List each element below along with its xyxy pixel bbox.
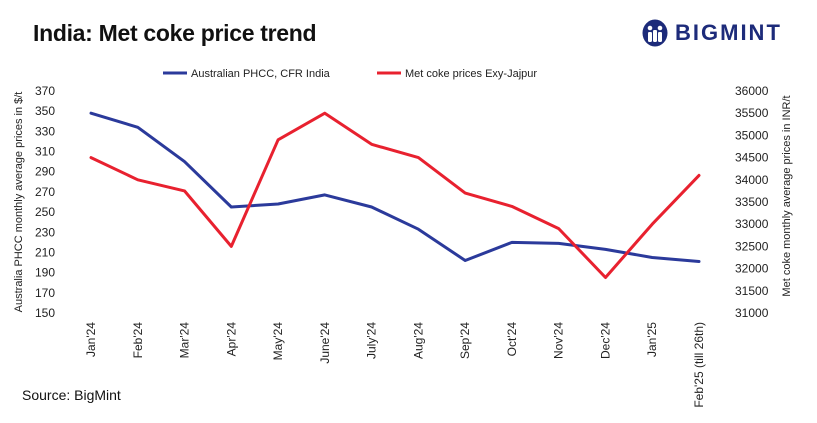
x-tick-label: Jan'25 (645, 322, 659, 357)
y-tick-right: 33000 (735, 217, 769, 231)
x-tick-label: Aug'24 (411, 322, 425, 359)
bigmint-logo: BIGMINT (641, 18, 782, 48)
y-tick-left: 190 (35, 266, 55, 280)
x-tick-label: Apr'24 (224, 322, 238, 357)
y-tick-left: 370 (35, 84, 55, 98)
y-tick-right: 31000 (735, 306, 769, 320)
y-axis-left-title: Australia PHCC monthly average prices in… (13, 92, 25, 313)
y-tick-left: 310 (35, 145, 55, 159)
y-tick-left: 250 (35, 205, 55, 219)
y-tick-right: 31500 (735, 284, 769, 298)
series-layer (89, 111, 701, 279)
y-tick-right: 34000 (735, 173, 769, 187)
y-tick-left: 150 (35, 306, 55, 320)
source-note: Source: BigMint (22, 387, 121, 403)
y-tick-left: 210 (35, 245, 55, 259)
y-tick-right: 33500 (735, 195, 769, 209)
y-tick-left: 270 (35, 185, 55, 199)
series-line-1 (89, 111, 701, 263)
right-axis: 31000 31500 32000 32500 33000 33500 34000 34500… (735, 84, 769, 320)
y-tick-left: 350 (35, 104, 55, 118)
y-tick-left: 330 (35, 124, 55, 138)
x-tick-label: Feb'24 (131, 322, 145, 359)
x-tick-label: Nov'24 (552, 322, 566, 359)
x-axis: Jan'24 Feb'24 Mar'24 Apr'24 May'24 June'24 Jul… (84, 322, 706, 408)
y-tick-right: 36000 (735, 84, 769, 98)
x-tick-label: Mar'24 (178, 322, 192, 359)
y-tick-right: 35500 (735, 106, 769, 120)
y-tick-left: 170 (35, 286, 55, 300)
brand-name: BIGMINT (675, 20, 782, 45)
y-tick-right: 32000 (735, 262, 769, 276)
chart-title: India: Met coke price trend (33, 20, 317, 46)
y-tick-right: 35000 (735, 128, 769, 142)
x-tick-label: Jan'24 (84, 322, 98, 357)
y-tick-right: 34500 (735, 151, 769, 165)
legend-label-1: Australian PHCC, CFR India (191, 68, 331, 80)
y-tick-right: 32500 (735, 239, 769, 253)
series-line-2 (89, 111, 701, 279)
x-tick-label: May'24 (271, 322, 285, 361)
x-tick-label: June'24 (318, 322, 332, 364)
x-tick-label: July'24 (365, 322, 379, 359)
y-tick-left: 230 (35, 225, 55, 239)
bigmint-logo-icon (642, 19, 668, 47)
y-axis-right-title: Met coke monthly average prices in INR/t (781, 95, 793, 296)
y-tick-left: 290 (35, 165, 55, 179)
legend-label-2: Met coke prices Exy-Jajpur (405, 68, 537, 80)
x-tick-label: Feb'25 (till 26th) (692, 322, 706, 408)
x-tick-label: Dec'24 (598, 322, 612, 359)
legend: Australian PHCC, CFR India Met coke price… (163, 68, 537, 80)
x-tick-label: Oct'24 (505, 322, 519, 357)
x-tick-label: Sep'24 (458, 322, 472, 359)
left-axis: 150 170 190 210 230 250 270 290 310 330 350 370 (35, 84, 55, 320)
